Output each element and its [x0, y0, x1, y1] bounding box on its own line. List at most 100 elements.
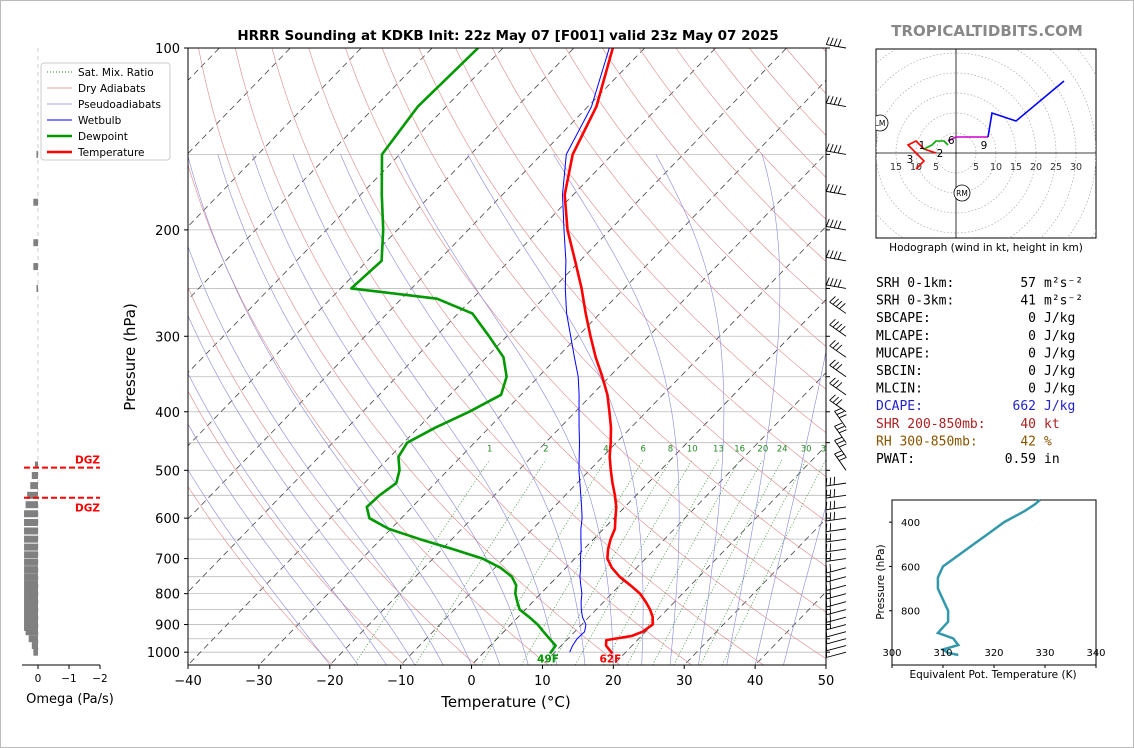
- barb-feather: [833, 500, 836, 509]
- omega-bar: [31, 642, 38, 650]
- wind-barb: [825, 476, 847, 487]
- mixing-ratio-label: 16: [734, 444, 745, 454]
- wind-barb: [829, 318, 847, 337]
- barb-feather: [833, 488, 836, 498]
- omega-tick-label: 0: [35, 673, 42, 685]
- mixing-ratio-label: 13: [713, 444, 724, 454]
- stat-value: 0: [1028, 329, 1036, 344]
- barb-staff: [826, 102, 847, 107]
- wind-barb: [825, 589, 847, 600]
- omega-bar: [33, 239, 38, 247]
- barb-feather: [836, 440, 845, 445]
- hodo-ring-label: 15: [890, 162, 902, 173]
- stat-unit: J/kg: [1044, 311, 1075, 326]
- barb-feather: [837, 185, 842, 194]
- omega-bar: [24, 527, 38, 535]
- omega-bar: [31, 472, 38, 480]
- legend: Sat. Mix. Ratio Dry Adiabats Pseudoadiabat…: [40, 62, 171, 161]
- pseudoadiabat: [188, 314, 416, 665]
- x-tick-label: 20: [605, 674, 622, 689]
- stat-label: DCAPE:: [876, 399, 923, 414]
- omega-bar: [24, 566, 38, 574]
- omega-bar: [24, 543, 38, 551]
- stat-label: MLCIN:: [876, 382, 923, 397]
- wind-barb: [825, 620, 847, 631]
- dry-adiabat: [271, 48, 765, 665]
- barb-feather: [825, 523, 828, 532]
- wind-barb: [829, 377, 847, 396]
- mixing-ratio-label: 1: [487, 444, 492, 454]
- wind-barb: [829, 339, 847, 358]
- barb-feather: [834, 407, 843, 412]
- barb-feather: [829, 184, 834, 193]
- stat-unit: m²s⁻²: [1044, 276, 1083, 291]
- barb-feather: [836, 410, 845, 415]
- y-tick-label: 400: [155, 406, 180, 421]
- thetae-y-label: Pressure (hPa): [875, 544, 887, 619]
- omega-bar: [33, 263, 38, 271]
- barb-feather: [825, 277, 830, 286]
- pseudoadiabat: [188, 372, 387, 665]
- dry-adiabat: [308, 48, 826, 660]
- omega-bar: [36, 284, 38, 292]
- barb-feather: [839, 303, 846, 310]
- dry-adiabat: [381, 48, 826, 567]
- skewt-axes: −40 −30 −20 −10 0 10 20 30 40 50 1000 900 800 700 600 5…: [147, 42, 834, 689]
- hodo-ring-label: 10: [990, 162, 1002, 173]
- x-tick-label: 40: [747, 674, 764, 689]
- barb-feather: [829, 477, 832, 486]
- thetae-line: [935, 499, 1041, 657]
- barb-feather: [837, 97, 842, 106]
- hodo-ring-label: 20: [1030, 162, 1042, 173]
- stat-value: 0: [1028, 346, 1036, 361]
- thetae-y-tick-label: 800: [901, 607, 920, 618]
- wind-barb: [829, 394, 847, 413]
- y-tick-label: 800: [155, 588, 180, 603]
- x-tick-label: 10: [534, 674, 551, 689]
- stat-unit: kt: [1044, 417, 1060, 432]
- omega-bar: [24, 510, 38, 518]
- stat-value: 41: [1020, 294, 1036, 309]
- stat-label: SBCAPE:: [876, 311, 931, 326]
- stat-unit: %: [1044, 434, 1052, 449]
- barb-staff: [829, 382, 847, 396]
- barb-feather: [833, 476, 836, 485]
- wind-barb: [825, 572, 847, 583]
- dry-adiabat: [491, 48, 826, 434]
- wind-barb: [825, 523, 847, 533]
- surface-dewpoint-label: 49F: [537, 654, 559, 666]
- hodo-ring-label: 5: [933, 162, 939, 173]
- barb-staff: [826, 631, 847, 638]
- barb-feather: [829, 37, 834, 46]
- dry-adiabat: [188, 390, 405, 665]
- omega-bar: [24, 606, 38, 614]
- wind-barb: [825, 642, 847, 652]
- wind-barb: [825, 552, 847, 562]
- thetae-x-tick-label: 330: [1035, 648, 1054, 659]
- barb-feather: [833, 251, 838, 259]
- skewt-frame: [187, 47, 827, 666]
- wind-barb: [825, 95, 847, 107]
- stat-value: 57: [1020, 276, 1036, 291]
- parameter-table: SRH 0-1km: 57 m²s⁻² SRH 0-3km: 41 m²s⁻² SBCAPE…: [876, 276, 1083, 467]
- stat-label: MUCAPE:: [876, 346, 931, 361]
- skewt-background-lines: 1246810131620243036: [188, 48, 826, 665]
- y-axis-label: Pressure (hPa): [121, 303, 139, 411]
- barb-feather: [825, 36, 830, 45]
- stat-unit: J/kg: [1044, 364, 1075, 379]
- barb-staff: [826, 624, 847, 631]
- barb-feather: [825, 501, 828, 510]
- barb-staff: [829, 345, 847, 358]
- barb-feather: [835, 344, 843, 351]
- barb-staff: [826, 517, 847, 522]
- stat-label: SHR 200-850mb:: [876, 417, 986, 432]
- barb-feather: [829, 394, 836, 401]
- wind-barb: [825, 613, 847, 623]
- wind-barb: [825, 249, 847, 262]
- wind-barbs: [825, 36, 847, 658]
- pseudoadiabat: [467, 154, 644, 665]
- omega-bar: [30, 482, 38, 490]
- barb-feather: [829, 543, 832, 552]
- wind-barb: [825, 218, 847, 231]
